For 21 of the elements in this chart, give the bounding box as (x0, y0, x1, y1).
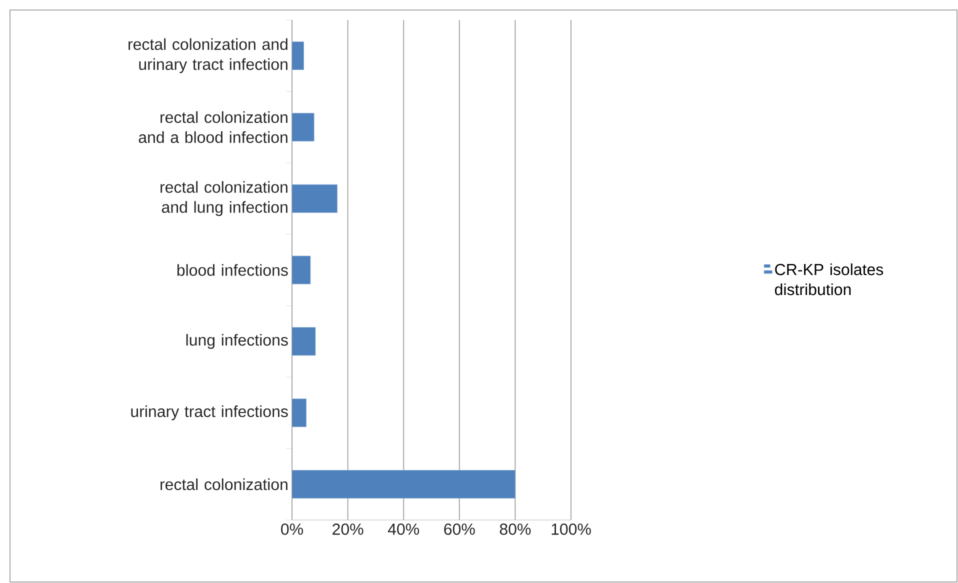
y-tick-label: rectal colonization and urinary tract infection (128, 38, 288, 74)
x-tick-label: 40% (388, 524, 420, 535)
bar (292, 398, 306, 428)
y-tick-label: blood infections (177, 264, 288, 276)
bar (292, 112, 314, 142)
x-tick-label: 80% (500, 524, 531, 535)
bar (292, 256, 311, 284)
x-tick-label: 60% (444, 524, 475, 535)
y-tick-label: rectal colonization and a blood infection (138, 111, 288, 144)
y-tick-label: rectal colonization (160, 478, 288, 490)
bar (292, 327, 316, 356)
bar (292, 42, 304, 70)
legend-label: CR-KP isolates distribution (774, 263, 884, 296)
bar (292, 184, 338, 213)
y-tick-label: urinary tract infections (131, 405, 288, 420)
bar (292, 470, 516, 498)
x-tick-label: 0% (281, 524, 303, 535)
x-tick-label: 20% (332, 524, 364, 535)
y-tick-label: rectal colonization and lung infection (160, 181, 288, 216)
y-tick-label: lung infections (186, 334, 288, 349)
x-tick-label: 100% (552, 524, 591, 535)
